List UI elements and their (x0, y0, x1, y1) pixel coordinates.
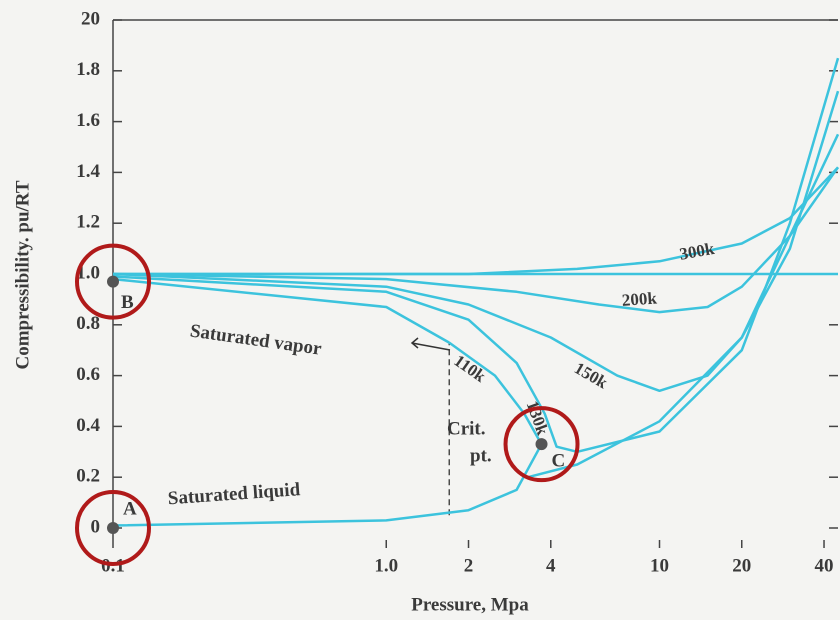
point (107, 275, 119, 288)
curve (112, 90, 840, 393)
point (535, 438, 548, 451)
series-label: 200k (621, 288, 658, 309)
x-tick-label: 40 (815, 555, 834, 576)
crit-label: Crit. (447, 418, 486, 439)
arrow (410, 337, 451, 351)
y-tick-label: 0 (91, 516, 101, 537)
y-axis-label: Compressibility. pu/RT (12, 180, 33, 369)
curve (448, 341, 543, 445)
y-tick-label: 1.2 (76, 212, 100, 233)
y-tick-label: 0.6 (76, 364, 100, 385)
point-label: A (123, 498, 137, 519)
curve (112, 57, 840, 454)
y-tick-label: 0.8 (76, 313, 100, 334)
curve (113, 166, 839, 276)
x-tick-label: 20 (732, 555, 751, 576)
point-label: C (552, 451, 566, 472)
y-tick-label: 1.0 (76, 262, 100, 283)
y-tick-label: 1.8 (76, 59, 100, 80)
x-tick-label: 1.0 (374, 555, 398, 576)
y-tick-label: 20 (81, 8, 100, 29)
x-tick-label: 2 (464, 555, 474, 576)
y-tick-label: 1.4 (76, 161, 100, 182)
x-tick-label: 4 (546, 555, 556, 576)
crit-label: pt. (470, 445, 492, 466)
point (107, 522, 119, 534)
highlight-circle (503, 406, 580, 483)
x-tick-label: 10 (650, 555, 669, 576)
point-label: B (121, 292, 134, 313)
highlight-circle (75, 490, 151, 566)
y-tick-label: 0.2 (76, 466, 100, 487)
curve (112, 133, 840, 314)
y-tick-label: 1.6 (76, 110, 100, 131)
x-axis-label: Pressure, Mpa (411, 594, 529, 615)
highlight-circle (75, 243, 151, 320)
y-tick-label: 0.4 (76, 415, 100, 436)
